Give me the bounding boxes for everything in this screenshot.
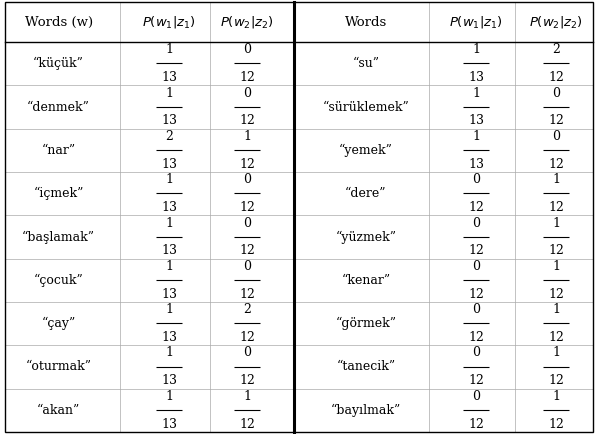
Text: 12: 12 (468, 418, 484, 431)
Text: 12: 12 (548, 71, 564, 84)
Text: 0: 0 (243, 173, 251, 186)
Text: 1: 1 (552, 173, 560, 186)
Text: 13: 13 (468, 115, 484, 128)
Text: 12: 12 (239, 288, 255, 301)
Text: “yemek”: “yemek” (339, 144, 393, 157)
Text: 12: 12 (239, 374, 255, 387)
Text: 12: 12 (239, 331, 255, 344)
Text: 2: 2 (165, 130, 173, 143)
Text: 0: 0 (243, 43, 251, 56)
Text: “bayılmak”: “bayılmak” (331, 404, 401, 417)
Text: “dere”: “dere” (345, 187, 387, 200)
Text: $P(w_2|z_2)$: $P(w_2|z_2)$ (220, 14, 274, 30)
Text: 12: 12 (548, 201, 564, 214)
Text: Words (w): Words (w) (25, 16, 93, 29)
Text: 1: 1 (552, 390, 560, 403)
Text: 0: 0 (472, 390, 480, 403)
Text: 12: 12 (548, 288, 564, 301)
Text: 1: 1 (165, 303, 173, 316)
Text: “tanecik”: “tanecik” (337, 360, 395, 373)
Text: 13: 13 (161, 115, 177, 128)
Text: 12: 12 (548, 115, 564, 128)
Text: “nar”: “nar” (41, 144, 76, 157)
Text: 12: 12 (239, 244, 255, 257)
Text: 1: 1 (165, 87, 173, 100)
Text: Words: Words (345, 16, 387, 29)
Text: “denmek”: “denmek” (27, 101, 90, 114)
Text: 12: 12 (468, 244, 484, 257)
Text: 1: 1 (552, 303, 560, 316)
Text: “görmek”: “görmek” (335, 317, 396, 330)
Text: 12: 12 (548, 158, 564, 171)
Text: 13: 13 (161, 374, 177, 387)
Text: 0: 0 (472, 303, 480, 316)
Text: “çocuk”: “çocuk” (33, 274, 84, 287)
Text: “kenar”: “kenar” (341, 274, 390, 287)
Text: 1: 1 (552, 217, 560, 230)
Text: 1: 1 (165, 217, 173, 230)
Text: 13: 13 (161, 331, 177, 344)
Text: “akan”: “akan” (37, 404, 80, 417)
Text: 12: 12 (548, 331, 564, 344)
Text: 13: 13 (161, 71, 177, 84)
Text: “küçük”: “küçük” (33, 57, 84, 70)
Text: 12: 12 (548, 244, 564, 257)
Text: 1: 1 (165, 346, 173, 359)
Text: 13: 13 (161, 418, 177, 431)
Text: 0: 0 (243, 87, 251, 100)
Text: “başlamak”: “başlamak” (22, 230, 95, 243)
Text: “sürüklemek”: “sürüklemek” (322, 101, 410, 114)
Text: $P(w_1|z_1)$: $P(w_1|z_1)$ (449, 14, 503, 30)
Text: 2: 2 (243, 303, 251, 316)
Text: 1: 1 (165, 260, 173, 273)
Text: 12: 12 (239, 71, 255, 84)
Text: 12: 12 (548, 418, 564, 431)
Text: 0: 0 (472, 346, 480, 359)
Text: 13: 13 (468, 158, 484, 171)
Text: 13: 13 (161, 158, 177, 171)
Text: 1: 1 (165, 173, 173, 186)
Text: 12: 12 (239, 158, 255, 171)
Text: 13: 13 (161, 244, 177, 257)
Text: 13: 13 (161, 201, 177, 214)
Text: 1: 1 (472, 87, 480, 100)
Text: 12: 12 (239, 115, 255, 128)
Text: “yüzmek”: “yüzmek” (335, 230, 396, 243)
Text: 2: 2 (552, 43, 560, 56)
Text: “su”: “su” (352, 57, 380, 70)
Text: 1: 1 (472, 130, 480, 143)
Text: 0: 0 (552, 87, 560, 100)
Text: $P(w_2|z_2)$: $P(w_2|z_2)$ (529, 14, 583, 30)
Text: 1: 1 (552, 260, 560, 273)
Text: 12: 12 (239, 418, 255, 431)
Text: “oturmak”: “oturmak” (26, 360, 91, 373)
Text: 1: 1 (243, 390, 251, 403)
Text: 12: 12 (468, 288, 484, 301)
Text: 12: 12 (468, 201, 484, 214)
Text: 0: 0 (472, 260, 480, 273)
Text: 1: 1 (552, 346, 560, 359)
Text: 13: 13 (468, 71, 484, 84)
Text: 12: 12 (468, 374, 484, 387)
Text: 0: 0 (243, 217, 251, 230)
Text: 1: 1 (165, 43, 173, 56)
Text: “içmek”: “içmek” (33, 187, 84, 200)
Text: 0: 0 (243, 260, 251, 273)
Text: 12: 12 (548, 374, 564, 387)
Text: 0: 0 (552, 130, 560, 143)
Text: “çay”: “çay” (41, 317, 76, 330)
Text: 12: 12 (468, 331, 484, 344)
Text: 13: 13 (161, 288, 177, 301)
Text: 0: 0 (472, 173, 480, 186)
Text: $P(w_1|z_1)$: $P(w_1|z_1)$ (142, 14, 196, 30)
Text: 0: 0 (472, 217, 480, 230)
Text: 12: 12 (239, 201, 255, 214)
Text: 0: 0 (243, 346, 251, 359)
Text: 1: 1 (243, 130, 251, 143)
Text: 1: 1 (472, 43, 480, 56)
Text: 1: 1 (165, 390, 173, 403)
